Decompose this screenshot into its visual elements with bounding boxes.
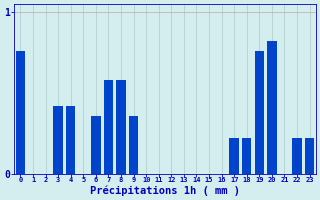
Bar <box>53 106 63 174</box>
X-axis label: Précipitations 1h ( mm ): Précipitations 1h ( mm ) <box>90 185 240 196</box>
Bar <box>292 138 302 174</box>
Bar <box>129 116 138 174</box>
Bar <box>267 41 276 174</box>
Bar <box>16 51 25 174</box>
Bar <box>91 116 100 174</box>
Bar <box>104 80 113 174</box>
Bar <box>305 138 314 174</box>
Bar <box>242 138 252 174</box>
Bar <box>229 138 239 174</box>
Bar <box>66 106 76 174</box>
Bar <box>116 80 126 174</box>
Bar <box>255 51 264 174</box>
